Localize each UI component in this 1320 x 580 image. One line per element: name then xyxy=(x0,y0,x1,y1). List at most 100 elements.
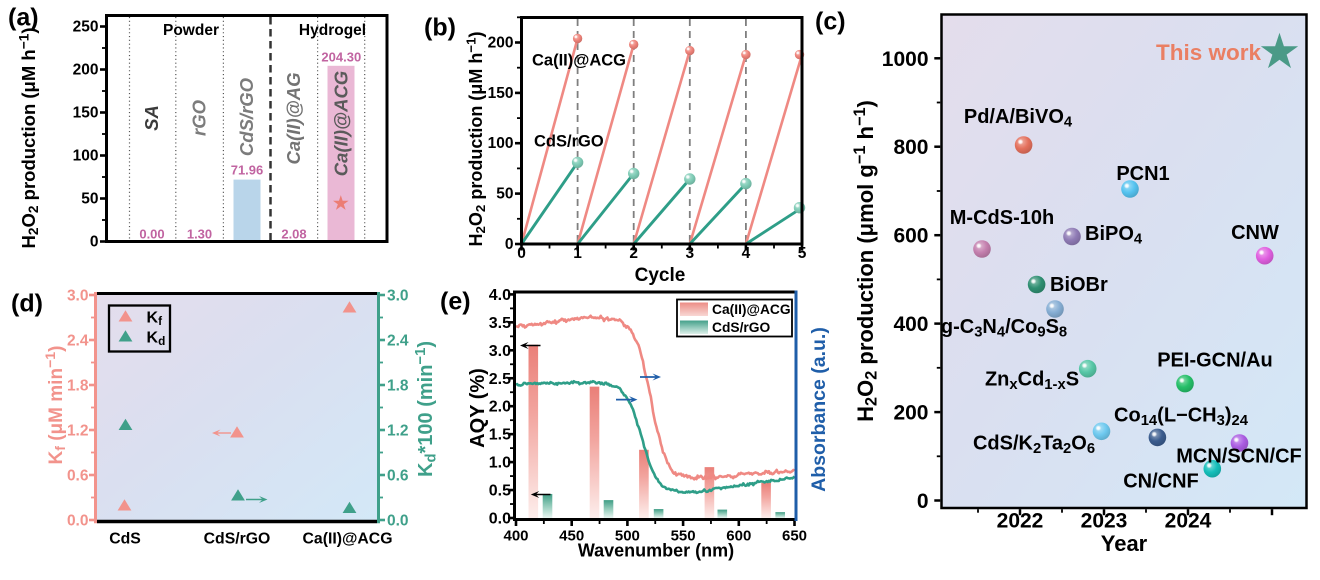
svg-text:0: 0 xyxy=(505,236,514,253)
svg-text:(c): (c) xyxy=(815,8,846,36)
svg-text:600: 600 xyxy=(726,528,751,545)
svg-text:50: 50 xyxy=(81,191,98,208)
svg-text:0.00: 0.00 xyxy=(139,227,164,242)
svg-text:3.0: 3.0 xyxy=(67,288,89,305)
svg-text:rGO: rGO xyxy=(189,99,210,136)
svg-text:2: 2 xyxy=(629,245,638,262)
svg-text:CdS/rGO: CdS/rGO xyxy=(204,531,271,548)
svg-text:2.5: 2.5 xyxy=(489,371,511,388)
svg-text:2023: 2023 xyxy=(1081,510,1128,533)
svg-text:0.0: 0.0 xyxy=(67,513,89,530)
svg-text:H2O2 production (μM h−1): H2O2 production (μM h−1) xyxy=(16,27,41,248)
svg-text:PCN1: PCN1 xyxy=(1116,163,1169,185)
svg-text:3.5: 3.5 xyxy=(489,315,511,332)
svg-text:100: 100 xyxy=(488,135,514,152)
svg-text:CNW: CNW xyxy=(1231,222,1279,244)
svg-text:0.6: 0.6 xyxy=(67,468,89,485)
svg-text:CdS: CdS xyxy=(109,531,141,548)
svg-text:Pd/A/BiVO4: Pd/A/BiVO4 xyxy=(964,106,1073,130)
svg-text:204.30: 204.30 xyxy=(321,50,361,65)
svg-text:Wavenumber (nm): Wavenumber (nm) xyxy=(578,541,734,561)
svg-text:Kd*100 (min−1): Kd*100 (min−1) xyxy=(413,341,440,477)
svg-text:ZnxCd1-xS: ZnxCd1-xS xyxy=(985,369,1079,393)
svg-text:0.5: 0.5 xyxy=(489,483,511,500)
svg-text:1.5: 1.5 xyxy=(489,427,511,444)
svg-text:100: 100 xyxy=(73,148,99,165)
svg-text:(e): (e) xyxy=(440,288,471,316)
svg-text:3.0: 3.0 xyxy=(387,288,409,305)
svg-text:Kf (μM min−1): Kf (μM min−1) xyxy=(42,346,68,465)
svg-text:600: 600 xyxy=(893,225,928,248)
svg-text:400: 400 xyxy=(893,313,928,336)
svg-text:3.0: 3.0 xyxy=(489,343,511,360)
svg-text:2022: 2022 xyxy=(997,510,1044,533)
svg-text:AQY (%): AQY (%) xyxy=(467,368,489,448)
svg-text:0.0: 0.0 xyxy=(489,511,511,528)
svg-text:Ca(II)@ACG: Ca(II)@ACG xyxy=(532,52,626,70)
svg-text:BiOBr: BiOBr xyxy=(1050,274,1108,296)
svg-text:CdS/K2Ta2O6: CdS/K2Ta2O6 xyxy=(973,433,1095,457)
svg-text:1.0: 1.0 xyxy=(489,455,511,472)
svg-text:Kf: Kf xyxy=(147,310,163,329)
svg-text:4.0: 4.0 xyxy=(489,287,511,304)
svg-text:Ca(II)@ACG: Ca(II)@ACG xyxy=(330,71,351,176)
svg-text:4: 4 xyxy=(742,245,751,262)
svg-text:3: 3 xyxy=(685,245,694,262)
svg-text:5: 5 xyxy=(798,245,807,262)
svg-text:BiPO4: BiPO4 xyxy=(1085,223,1143,247)
svg-text:1: 1 xyxy=(573,245,582,262)
svg-text:2024: 2024 xyxy=(1165,510,1212,533)
svg-text:CdS/rGO: CdS/rGO xyxy=(712,320,771,335)
svg-text:CN/CNF: CN/CNF xyxy=(1123,471,1199,493)
svg-text:M-CdS-10h: M-CdS-10h xyxy=(950,207,1054,229)
svg-text:Absorbance (a.u.): Absorbance (a.u.) xyxy=(808,327,830,492)
svg-text:50: 50 xyxy=(496,186,513,203)
svg-text:200: 200 xyxy=(73,62,99,79)
svg-text:Kd: Kd xyxy=(147,330,166,349)
svg-text:0.0: 0.0 xyxy=(387,513,409,530)
svg-text:0: 0 xyxy=(90,234,99,251)
svg-text:Powder: Powder xyxy=(163,22,219,39)
svg-text:0: 0 xyxy=(517,245,526,262)
svg-text:Ca(II)@ACG: Ca(II)@ACG xyxy=(712,302,791,317)
svg-text:1.2: 1.2 xyxy=(67,423,89,440)
svg-text:2.08: 2.08 xyxy=(281,227,306,242)
svg-text:Ca(II)@ACG: Ca(II)@ACG xyxy=(303,531,393,548)
svg-text:150: 150 xyxy=(488,85,514,102)
svg-text:Cycle: Cycle xyxy=(635,265,686,286)
svg-text:500: 500 xyxy=(615,528,640,545)
svg-text:CdS/rGO: CdS/rGO xyxy=(236,77,257,156)
svg-text:(d): (d) xyxy=(11,290,43,318)
svg-text:Ca(II)@AG: Ca(II)@AG xyxy=(283,72,304,164)
svg-text:Hydrogel: Hydrogel xyxy=(299,22,366,39)
svg-text:1.8: 1.8 xyxy=(67,378,89,395)
svg-text:550: 550 xyxy=(671,528,696,545)
svg-text:2.0: 2.0 xyxy=(489,399,511,416)
svg-text:g-C3N4/Co9S8: g-C3N4/Co9S8 xyxy=(941,316,1067,340)
svg-text:(a): (a) xyxy=(8,4,39,32)
svg-text:400: 400 xyxy=(503,528,528,545)
svg-text:CdS/rGO: CdS/rGO xyxy=(534,133,604,151)
svg-text:800: 800 xyxy=(893,136,928,159)
svg-text:2.4: 2.4 xyxy=(67,333,89,350)
svg-text:H2O2 production (μmol g−1 h−1): H2O2 production (μmol g−1 h−1) xyxy=(851,100,881,422)
svg-text:1.8: 1.8 xyxy=(387,378,409,395)
svg-text:This work: This work xyxy=(1156,40,1262,65)
svg-text:200: 200 xyxy=(893,402,928,425)
svg-text:1.30: 1.30 xyxy=(187,227,212,242)
svg-text:Year: Year xyxy=(1101,531,1148,556)
svg-text:0: 0 xyxy=(917,490,929,513)
svg-text:2.4: 2.4 xyxy=(387,333,409,350)
svg-text:H2O2 production (μM h−1): H2O2 production (μM h−1) xyxy=(464,32,489,247)
svg-text:SA: SA xyxy=(141,105,162,131)
svg-text:150: 150 xyxy=(73,105,99,122)
svg-text:250: 250 xyxy=(73,19,99,36)
svg-text:1000: 1000 xyxy=(882,48,929,71)
svg-text:200: 200 xyxy=(488,35,514,52)
svg-text:0.6: 0.6 xyxy=(387,468,409,485)
svg-text:71.96: 71.96 xyxy=(231,163,264,178)
svg-text:Co14(L−CH3)24: Co14(L−CH3)24 xyxy=(1114,405,1249,429)
svg-text:PEI-GCN/Au: PEI-GCN/Au xyxy=(1157,350,1273,372)
svg-text:650: 650 xyxy=(782,528,807,545)
svg-text:1.2: 1.2 xyxy=(387,423,409,440)
